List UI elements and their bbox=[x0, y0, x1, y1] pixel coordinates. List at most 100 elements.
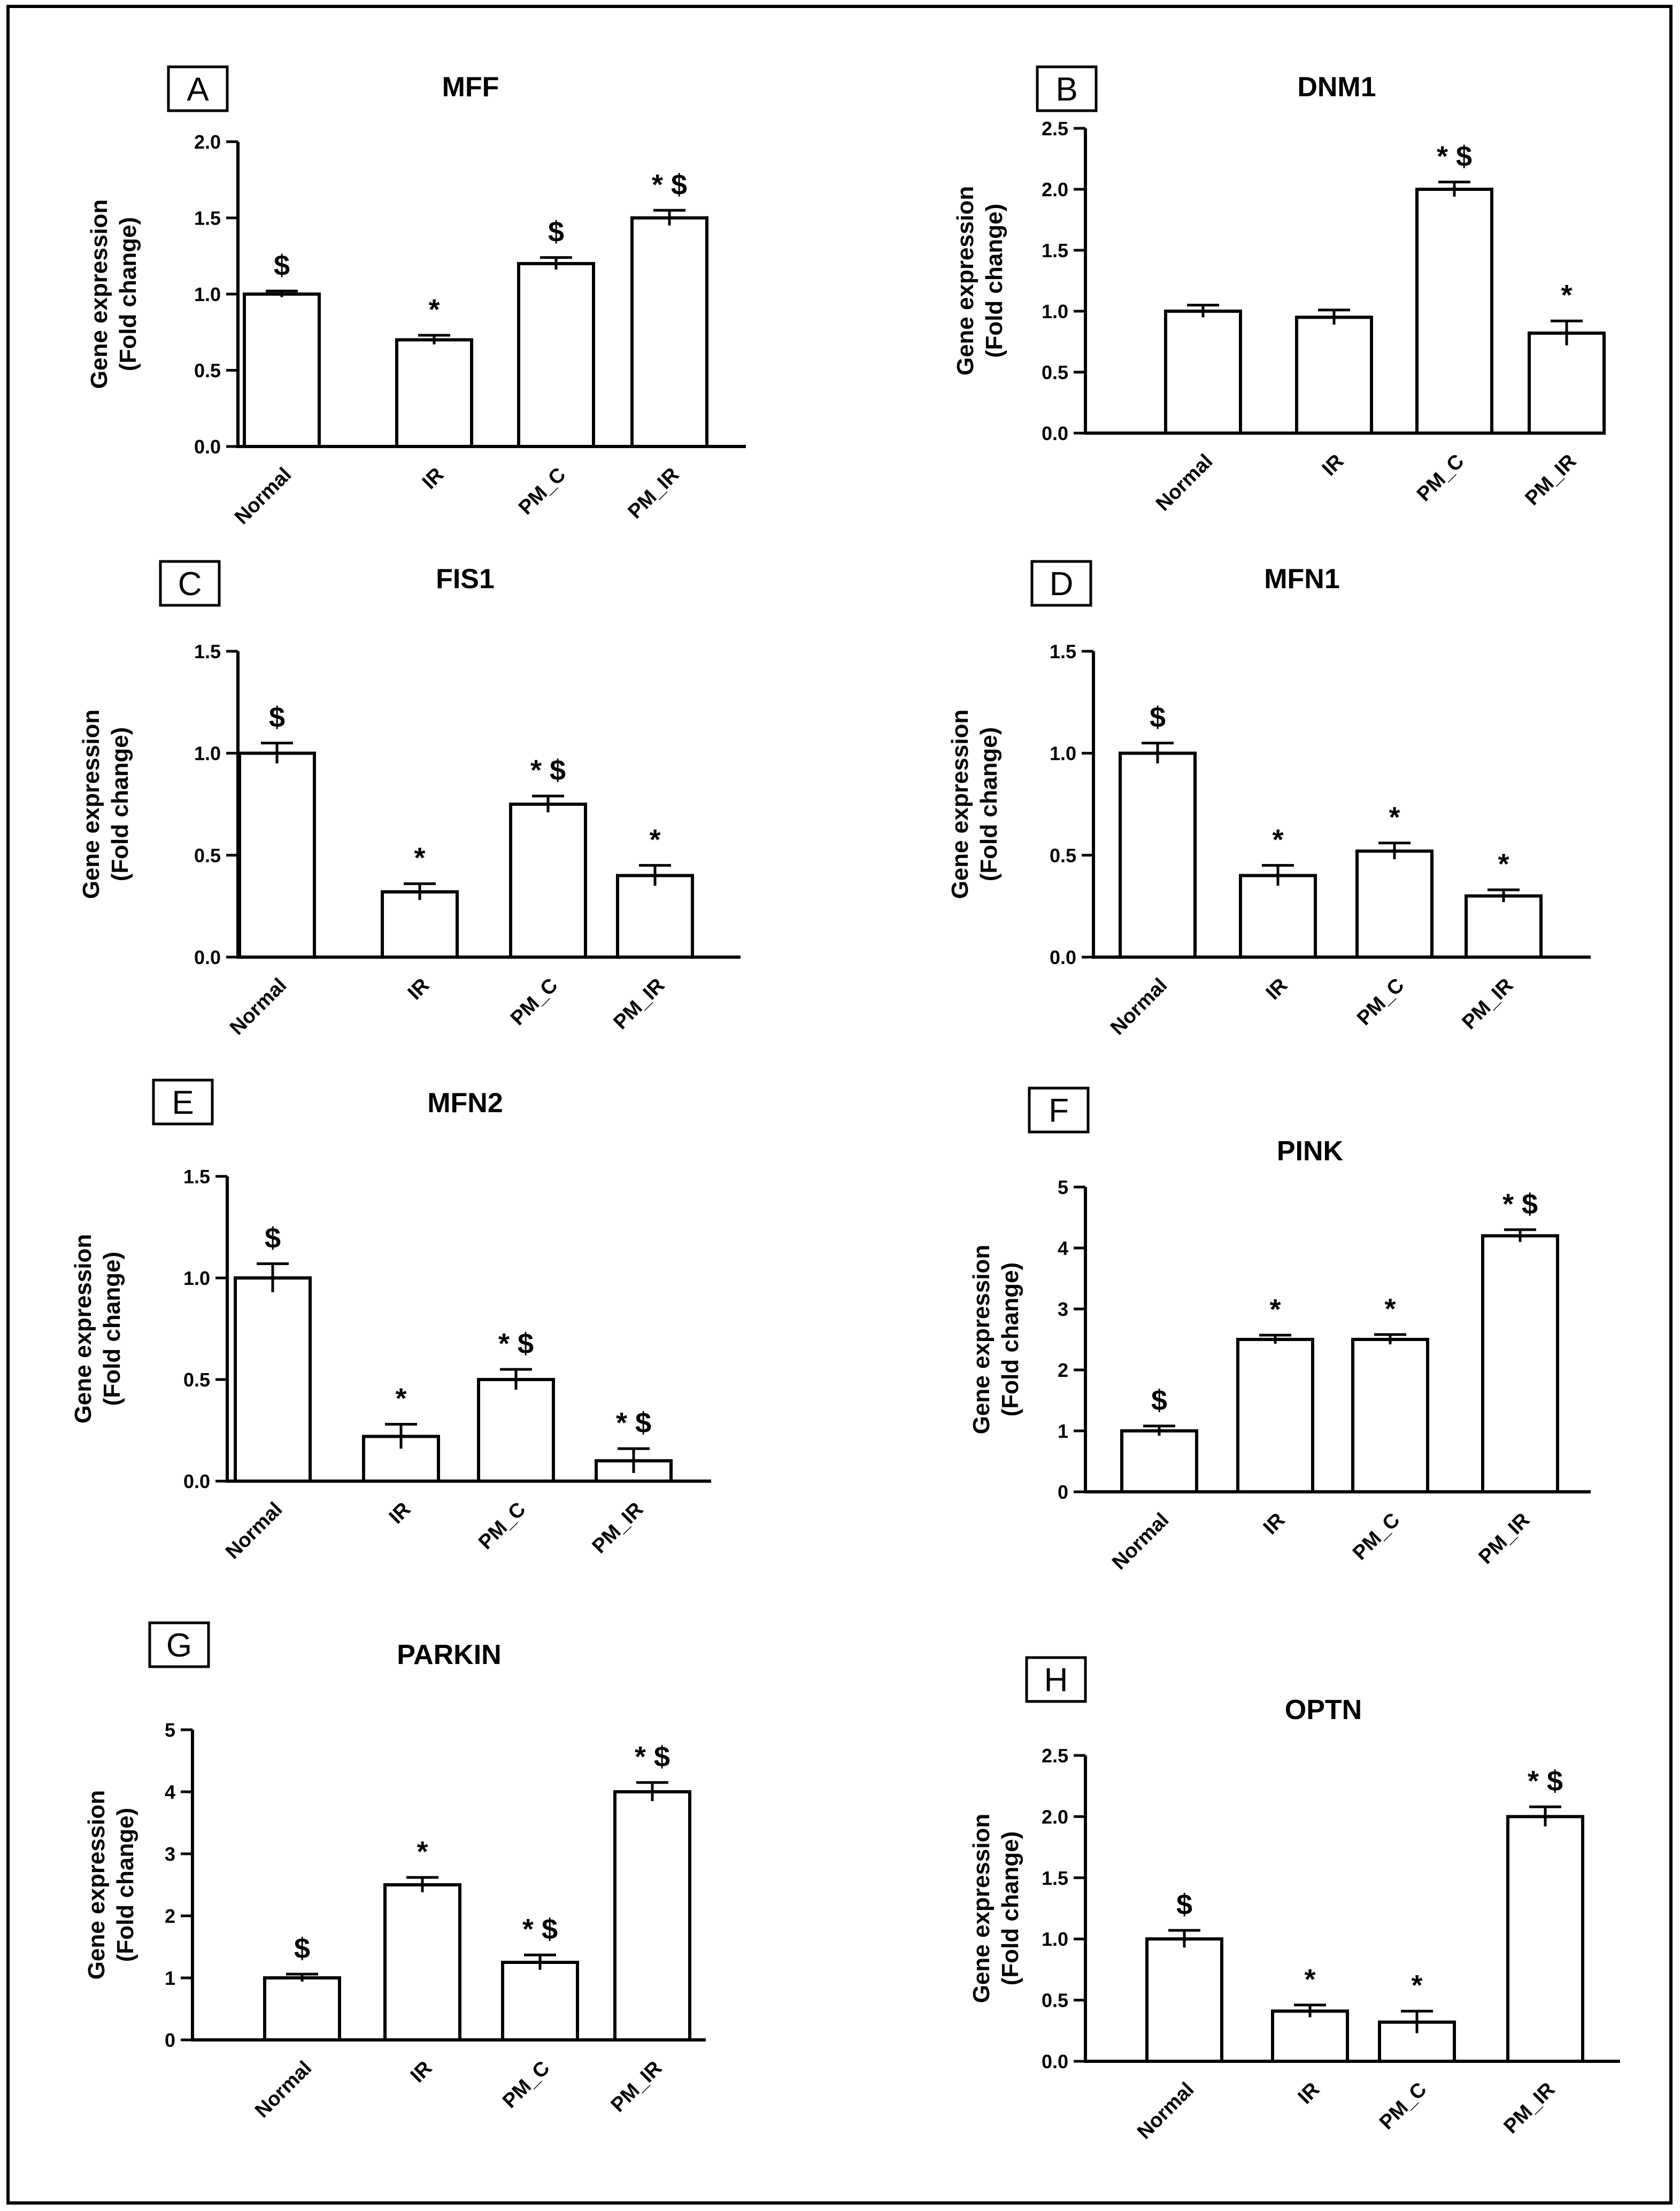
panel-f-letter: F bbox=[1049, 1092, 1069, 1129]
panel-a-significance-label: $ bbox=[548, 216, 564, 248]
panel-c-significance-label: * bbox=[414, 842, 425, 874]
panel-e-significance-label: * bbox=[395, 1383, 406, 1415]
panel-b-ytick-label: 0.0 bbox=[1042, 422, 1068, 444]
ylabel-line1: Gene expression bbox=[70, 1234, 96, 1424]
panel-b-bar-pm-c bbox=[1415, 188, 1493, 435]
panel-c-significance-label: * $ bbox=[530, 754, 566, 787]
ylabel-line2: (Fold change) bbox=[112, 1808, 138, 1962]
panel-b-ytick-label: 1.0 bbox=[1042, 301, 1068, 322]
panel-c-letter: C bbox=[178, 566, 202, 603]
panel-h-bar-normal bbox=[1145, 1937, 1223, 2063]
panel-d-bar-ir bbox=[1239, 874, 1317, 959]
panel-e-title: MFN2 bbox=[427, 1088, 503, 1119]
panel-g-ytick-label: 0 bbox=[165, 2029, 175, 2051]
panel-c-ylabel: Gene expression (Fold change) bbox=[78, 710, 133, 899]
panel-g-letter: G bbox=[166, 1627, 192, 1664]
panel-a-ylabel: Gene expression (Fold change) bbox=[86, 199, 141, 389]
ylabel-line1: Gene expression bbox=[947, 710, 973, 899]
panel-b-ytick-label: 0.5 bbox=[1042, 361, 1068, 383]
panel-a: A MFF 0.0 0.5 1.0 1.5 2.0 Gene expression (Fold … bbox=[86, 65, 746, 529]
panel-d-bar-pm-c bbox=[1355, 849, 1434, 959]
panel-b-bar-pm-ir bbox=[1528, 332, 1606, 435]
panel-h-title: OPTN bbox=[1285, 1694, 1362, 1725]
panel-d-title: MFN1 bbox=[1264, 564, 1340, 595]
panel-h-significance-label: $ bbox=[1176, 1889, 1192, 1921]
panel-f-ytick-label: 2 bbox=[1058, 1359, 1068, 1381]
panel-h-ytick-label: 1.0 bbox=[1042, 1928, 1068, 1950]
panel-a-ytick-label: 0.5 bbox=[194, 360, 221, 382]
panel-a-bar-ir bbox=[395, 338, 473, 448]
panel-h: H OPTN 0.0 0.5 1.0 1.5 2.0 2.5 Gene expression (F… bbox=[968, 1656, 1620, 2144]
panel-f-significance-label: * bbox=[1384, 1293, 1396, 1325]
panel-f-significance-label: * bbox=[1269, 1293, 1281, 1326]
panel-a-letter: A bbox=[187, 71, 209, 108]
panel-c-bar-ir bbox=[381, 890, 459, 959]
panel-g-letter-box bbox=[148, 1621, 210, 1668]
ylabel-line1: Gene expression bbox=[86, 199, 112, 389]
panel-e-bar-pm-c bbox=[477, 1378, 555, 1483]
panel-e-ylabel: Gene expression (Fold change) bbox=[70, 1234, 125, 1424]
ylabel-line2: (Fold change) bbox=[976, 727, 1002, 881]
panel-h-significance-label: * bbox=[1304, 1963, 1315, 1996]
panel-h-ylabel: Gene expression (Fold change) bbox=[968, 1814, 1023, 2004]
panel-a-significance-label: * bbox=[428, 294, 440, 326]
panel-c-bar-pm-c bbox=[509, 803, 587, 959]
panel-c-title: FIS1 bbox=[436, 564, 495, 595]
panel-f-ytick-label: 1 bbox=[1058, 1420, 1068, 1442]
panel-e-letter: E bbox=[172, 1084, 194, 1121]
panel-d-ytick-label: 0.0 bbox=[1050, 946, 1076, 968]
panel-g-ylabel: Gene expression (Fold change) bbox=[83, 1790, 138, 1980]
panel-e-ytick-label: 1.5 bbox=[183, 1166, 210, 1188]
panel-g-significance-label: * bbox=[417, 1836, 428, 1868]
panel-f: F PINK 0 1 2 3 4 5 Gene expression (Fold change) $… bbox=[968, 1087, 1591, 1574]
panel-b-letter-box bbox=[1036, 65, 1098, 112]
panel-g-bar-pm-c bbox=[501, 1961, 579, 2041]
panel-g-bar-normal bbox=[263, 1976, 341, 2041]
panel-c-ytick-label: 0.5 bbox=[194, 844, 221, 866]
panel-c-ytick-label: 0.0 bbox=[194, 946, 221, 968]
ylabel-line2: (Fold change) bbox=[99, 1252, 125, 1406]
ylabel-line2: (Fold change) bbox=[981, 204, 1007, 358]
panel-a-ytick-label: 0.0 bbox=[194, 436, 221, 458]
panel-e-significance-label: $ bbox=[265, 1222, 281, 1254]
panel-f-ytick-label: 3 bbox=[1058, 1298, 1068, 1320]
panel-d-significance-label: * bbox=[1272, 823, 1283, 856]
panel-f-significance-label: $ bbox=[1151, 1384, 1167, 1416]
panel-a-bar-normal bbox=[243, 292, 321, 448]
panel-b-significance-label: * bbox=[1561, 279, 1572, 311]
panel-g-significance-label: * $ bbox=[635, 1741, 670, 1773]
panel-h-significance-label: * bbox=[1411, 1969, 1422, 2001]
panel-e-ytick-label: 1.0 bbox=[183, 1267, 210, 1289]
panel-f-title: PINK bbox=[1277, 1136, 1344, 1167]
panel-c-significance-label: * bbox=[649, 823, 660, 856]
ylabel-line1: Gene expression bbox=[968, 1814, 995, 2004]
panel-d-ytick-label: 0.5 bbox=[1050, 844, 1076, 866]
panel-h-ytick-label: 0.5 bbox=[1042, 1990, 1068, 2012]
ylabel-line1: Gene expression bbox=[78, 710, 104, 899]
panel-g-ytick-label: 3 bbox=[165, 1843, 175, 1865]
panel-f-bar-pm-c bbox=[1351, 1338, 1429, 1493]
panel-b-ytick-label: 2.5 bbox=[1042, 118, 1068, 140]
panel-e-significance-label: * $ bbox=[498, 1328, 534, 1360]
panel-d-significance-label: * bbox=[1389, 801, 1400, 833]
panel-f-ytick-label: 4 bbox=[1058, 1237, 1068, 1259]
panel-c-letter-box bbox=[159, 560, 221, 607]
panel-c-significance-label: $ bbox=[269, 702, 285, 734]
panel-g-ytick-label: 4 bbox=[165, 1781, 175, 1803]
ylabel-line2: (Fold change) bbox=[997, 1831, 1023, 1985]
panel-e-letter-box bbox=[152, 1078, 214, 1126]
ylabel-line2: (Fold change) bbox=[107, 727, 133, 881]
panel-d-ylabel: Gene expression (Fold change) bbox=[947, 710, 1002, 899]
panel-f-bar-normal bbox=[1120, 1429, 1198, 1493]
panel-d-ytick-label: 1.5 bbox=[1050, 641, 1076, 662]
panel-g-significance-label: * $ bbox=[522, 1913, 558, 1945]
panel-g-ytick-label: 1 bbox=[165, 1967, 175, 1989]
panel-g-title: PARKIN bbox=[397, 1639, 501, 1670]
panel-f-ytick-label: 5 bbox=[1058, 1176, 1068, 1198]
ylabel-line2: (Fold change) bbox=[115, 217, 141, 371]
panel-b-ylabel: Gene expression (Fold change) bbox=[952, 186, 1007, 376]
panel-d-ytick-label: 1.0 bbox=[1050, 743, 1076, 765]
panel-h-ytick-label: 2.5 bbox=[1042, 1745, 1068, 1767]
panel-d-bar-normal bbox=[1119, 751, 1197, 959]
